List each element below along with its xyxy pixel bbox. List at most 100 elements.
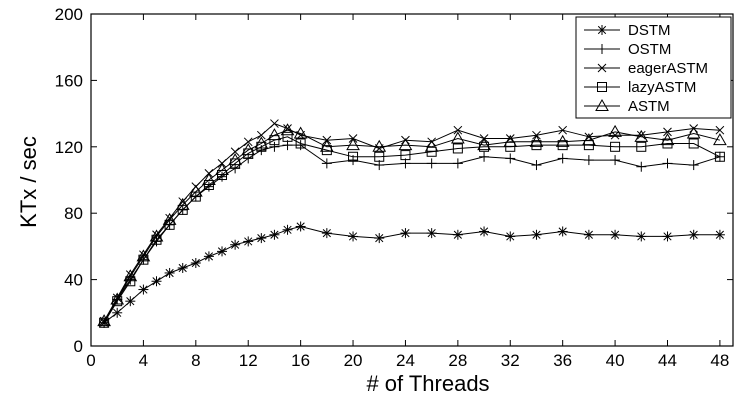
data-point-dstm	[269, 229, 280, 240]
y-tick-label: 160	[55, 71, 83, 90]
marker-square	[348, 151, 359, 162]
data-point-dstm	[112, 307, 123, 318]
legend-marker-eagerastm	[597, 63, 607, 73]
marker-square	[688, 138, 699, 149]
marker-square	[636, 141, 647, 152]
y-tick-label: 200	[55, 5, 83, 24]
marker-triangle	[136, 249, 151, 262]
data-point-eagerastm	[230, 147, 240, 157]
marker-triangle	[175, 197, 190, 210]
data-point-lazyastm	[321, 145, 332, 156]
marker-stroke	[217, 247, 227, 256]
data-point-lazyastm	[151, 234, 162, 245]
data-point-astm	[582, 133, 596, 146]
plot-area	[90, 13, 734, 347]
marker-triangle	[254, 136, 269, 149]
marker-square	[662, 138, 673, 149]
marker-stroke	[270, 119, 279, 128]
marker-square	[295, 138, 306, 149]
data-point-ostm	[557, 153, 568, 164]
legend-label-lazyastm: lazyASTM	[628, 79, 696, 96]
marker-square	[452, 143, 463, 154]
data-point-astm	[267, 128, 282, 141]
marker-stroke	[375, 233, 384, 243]
marker-triangle	[503, 134, 518, 147]
data-point-astm	[123, 269, 138, 282]
marker-stroke	[479, 227, 489, 236]
data-point-dstm	[400, 228, 411, 239]
marker-square	[374, 151, 385, 162]
marker-square	[321, 145, 332, 156]
data-point-astm	[228, 153, 242, 166]
data-point-ostm	[688, 160, 699, 171]
marker-stroke	[715, 125, 725, 135]
data-point-lazyastm	[662, 138, 673, 149]
marker-triangle	[293, 126, 308, 139]
marker-triangle	[123, 269, 138, 282]
data-point-dstm	[348, 231, 359, 242]
data-point-astm	[215, 163, 229, 176]
marker-stroke	[348, 232, 358, 241]
x-tick-label: 44	[658, 351, 677, 370]
marker-stroke	[283, 225, 292, 234]
marker-stroke	[243, 137, 253, 147]
data-point-astm	[660, 133, 675, 146]
series-layer	[97, 119, 727, 328]
data-point-lazyastm	[636, 141, 647, 152]
data-point-dstm	[203, 251, 214, 262]
legend-marker-ostm	[597, 44, 607, 54]
marker-triangle	[595, 98, 609, 111]
data-point-eagerastm	[636, 130, 646, 140]
y-tick-label: 80	[64, 204, 83, 223]
data-point-astm	[254, 136, 269, 149]
marker-stroke	[637, 232, 646, 241]
marker-triangle	[660, 133, 675, 146]
marker-stroke	[113, 308, 122, 317]
data-point-astm	[136, 249, 151, 262]
marker-triangle	[97, 314, 111, 327]
marker-triangle	[149, 229, 164, 242]
legend-label-astm: ASTM	[628, 98, 670, 115]
legend-label-dstm: DSTM	[628, 22, 671, 39]
marker-stroke	[401, 229, 410, 238]
marker-triangle	[686, 126, 701, 139]
data-point-dstm	[151, 276, 162, 287]
marker-triangle	[424, 139, 439, 152]
data-point-eagerastm	[256, 130, 266, 140]
data-point-astm	[241, 143, 256, 156]
data-point-astm	[398, 138, 413, 151]
x-tick-label: 12	[239, 351, 258, 370]
marker-triangle	[346, 138, 360, 151]
marker-triangle	[162, 212, 177, 225]
marker-square	[400, 150, 411, 161]
data-point-dstm	[636, 231, 647, 242]
data-point-dstm	[230, 239, 241, 250]
data-point-lazyastm	[452, 143, 463, 154]
data-point-ostm	[610, 155, 621, 166]
marker-square	[138, 254, 149, 265]
marker-stroke	[663, 127, 672, 137]
x-tick-label: 24	[396, 351, 415, 370]
marker-stroke	[322, 229, 331, 238]
marker-stroke	[256, 130, 266, 140]
data-point-astm	[686, 126, 701, 139]
data-point-dstm	[505, 231, 516, 242]
marker-triangle	[188, 184, 203, 197]
x-tick-label: 32	[501, 351, 520, 370]
marker-square	[714, 151, 725, 162]
x-tick-label: 16	[291, 351, 310, 370]
data-point-dstm	[531, 229, 542, 240]
data-point-lazyastm	[282, 131, 293, 142]
data-point-dstm	[479, 226, 490, 237]
marker-triangle	[582, 133, 596, 146]
data-point-astm	[608, 124, 622, 137]
marker-stroke	[689, 230, 698, 239]
data-point-lazyastm	[348, 151, 359, 162]
marker-triangle	[713, 133, 727, 146]
marker-stroke	[506, 232, 515, 241]
data-point-astm	[555, 134, 570, 147]
marker-square	[531, 140, 542, 151]
marker-stroke	[558, 125, 568, 135]
